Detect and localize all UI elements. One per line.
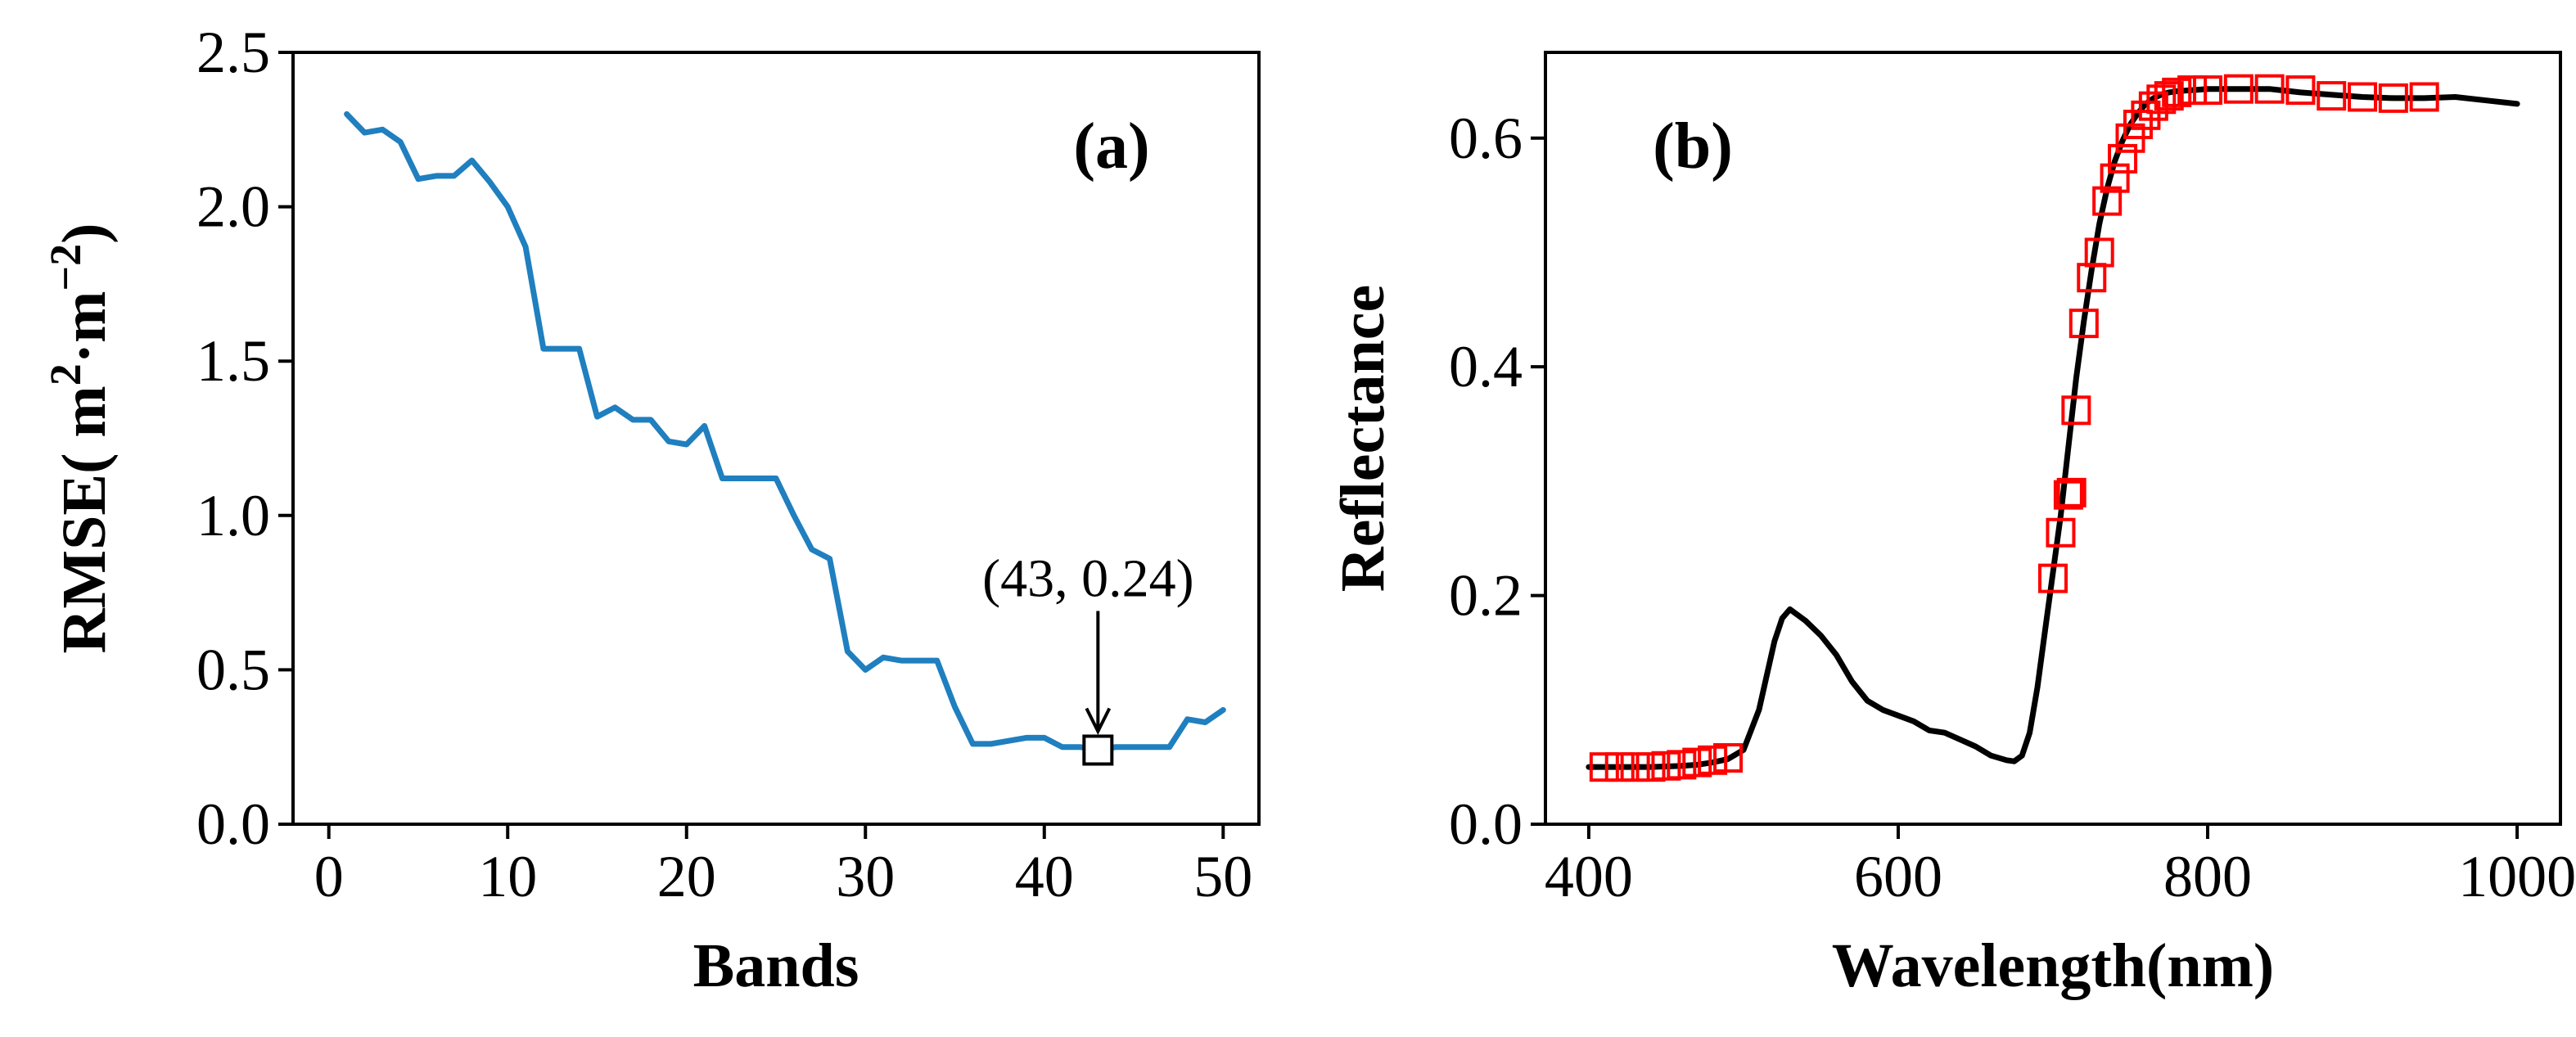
chart-b-x-tick-label: 600 xyxy=(1854,844,1942,909)
chart-a-y-tick-label: 1.0 xyxy=(196,483,270,548)
chart-b-marker xyxy=(1635,752,1666,782)
chart-b-x-axis-label: Wavelength(nm) xyxy=(1832,931,2274,1000)
chart-a-y-axis-label-main: RMSE( m xyxy=(50,385,119,653)
chart-b-marker xyxy=(2254,74,2285,104)
chart-b-marker xyxy=(1667,750,1697,780)
chart-b-marker xyxy=(2053,480,2083,510)
chart-a-annotation-marker xyxy=(1082,734,1114,766)
chart-b-marker xyxy=(2223,74,2253,104)
chart-b-series-line xyxy=(1586,86,2520,770)
chart-b-marker xyxy=(2108,143,2138,174)
chart-a-y-ticks: 0.0 0.5 1.0 1.5 2.0 2.5 xyxy=(196,20,293,857)
chart-b-y-ticks: 0.0 0.2 0.4 0.6 xyxy=(1449,106,1545,857)
chart-b-marker xyxy=(2193,75,2223,106)
chart-a-y-axis-label-sup1: 2 xyxy=(41,363,90,385)
chart-b-panel-label: (b) xyxy=(1653,110,1733,183)
chart-b-marker xyxy=(1713,742,1744,773)
chart-b-marker xyxy=(1651,751,1681,781)
chart-b-marker xyxy=(2084,237,2114,268)
chart-b: 400 600 800 1000 0.0 0.2 0.4 0.6 (b) Wavelengt… xyxy=(1329,51,2576,1000)
chart-b-marker xyxy=(2162,77,2192,107)
chart-b-y-axis-label: Reflectance xyxy=(1329,285,1397,593)
chart-b-marker xyxy=(2409,82,2439,112)
chart-b-marker xyxy=(1682,747,1712,778)
chart-a-x-tick-label: 40 xyxy=(1015,844,1074,909)
chart-b-frame xyxy=(1544,51,2562,826)
chart-a-x-tick-label: 20 xyxy=(657,844,716,909)
chart-b-marker xyxy=(2100,163,2130,193)
chart-b-marker xyxy=(1620,752,1650,782)
chart-a-series-line xyxy=(344,110,1226,753)
chart-b-marker xyxy=(2348,82,2378,112)
chart-b-marker xyxy=(2061,395,2091,426)
chart-b-marker xyxy=(1589,752,1619,782)
chart-b-marker xyxy=(1698,745,1728,775)
chart-b-y-tick-label: 0.2 xyxy=(1449,563,1523,629)
chart-b-marker xyxy=(2092,186,2123,216)
chart-b-marker xyxy=(2038,563,2068,593)
chart-a-x-tick-label: 50 xyxy=(1193,844,1252,909)
chart-a-panel-label: (a) xyxy=(1073,110,1149,183)
chart-b-marker xyxy=(2068,309,2099,339)
chart-b-marker xyxy=(2131,100,2161,130)
chart-b-marker xyxy=(1604,752,1635,782)
chart-b-marker xyxy=(2177,75,2208,106)
chart-a-x-tick-label: 10 xyxy=(478,844,537,909)
chart-b-x-tick-label: 800 xyxy=(2163,844,2252,909)
chart-a-y-tick-label: 0.0 xyxy=(196,791,270,857)
chart-b-x-tick-label: 1000 xyxy=(2458,844,2576,909)
chart-a-y-axis-label-sup2: −2 xyxy=(41,244,90,291)
chart-a-plot xyxy=(344,110,1226,753)
chart-a-annotation-arrowhead xyxy=(1085,707,1112,735)
chart-a-annotation-label: (43, 0.24) xyxy=(982,548,1193,608)
chart-a-y-axis-label-end: ) xyxy=(50,223,119,244)
chart-b-marker xyxy=(2046,517,2076,548)
chart-a-frame xyxy=(291,51,1261,826)
chart-b-marker xyxy=(2378,83,2408,113)
chart-b-marker xyxy=(2285,75,2316,106)
chart-b-x-ticks: 400 600 800 1000 xyxy=(1545,824,2576,909)
chart-b-y-tick-label: 0.0 xyxy=(1449,791,1523,857)
chart-b-marker xyxy=(2146,84,2177,115)
chart-b-y-tick-label: 0.4 xyxy=(1449,334,1523,399)
chart-a-y-tick-label: 2.5 xyxy=(196,20,270,85)
chart-b-x-tick-label: 400 xyxy=(1545,844,1633,909)
chart-a-y-tick-label: 1.5 xyxy=(196,328,270,394)
chart-b-marker xyxy=(2123,110,2153,140)
chart-b-marker xyxy=(2154,81,2184,111)
chart-b-y-tick-label: 0.6 xyxy=(1449,106,1523,171)
chart-a-y-tick-label: 0.5 xyxy=(196,637,270,702)
chart-a: 0 10 20 30 40 50 0.0 0.5 1.0 1.5 2.0 2.5 (a) Bands… xyxy=(41,20,1261,1000)
chart-a-x-tick-label: 0 xyxy=(314,844,344,909)
chart-a-y-tick-label: 2.0 xyxy=(196,174,270,240)
chart-a-x-axis-label: Bands xyxy=(693,931,859,1000)
chart-b-plot xyxy=(1586,74,2520,782)
chart-a-y-axis-label: RMSE( m2·m−2) xyxy=(41,223,119,654)
chart-b-marker xyxy=(2317,81,2347,111)
chart-a-x-tick-label: 30 xyxy=(836,844,895,909)
chart-a-x-ticks: 0 10 20 30 40 50 xyxy=(314,824,1252,909)
chart-b-marker xyxy=(2056,477,2087,507)
chart-a-y-axis-label-mid: ·m xyxy=(50,291,119,364)
chart-a-annotation: (43, 0.24) xyxy=(982,548,1194,766)
